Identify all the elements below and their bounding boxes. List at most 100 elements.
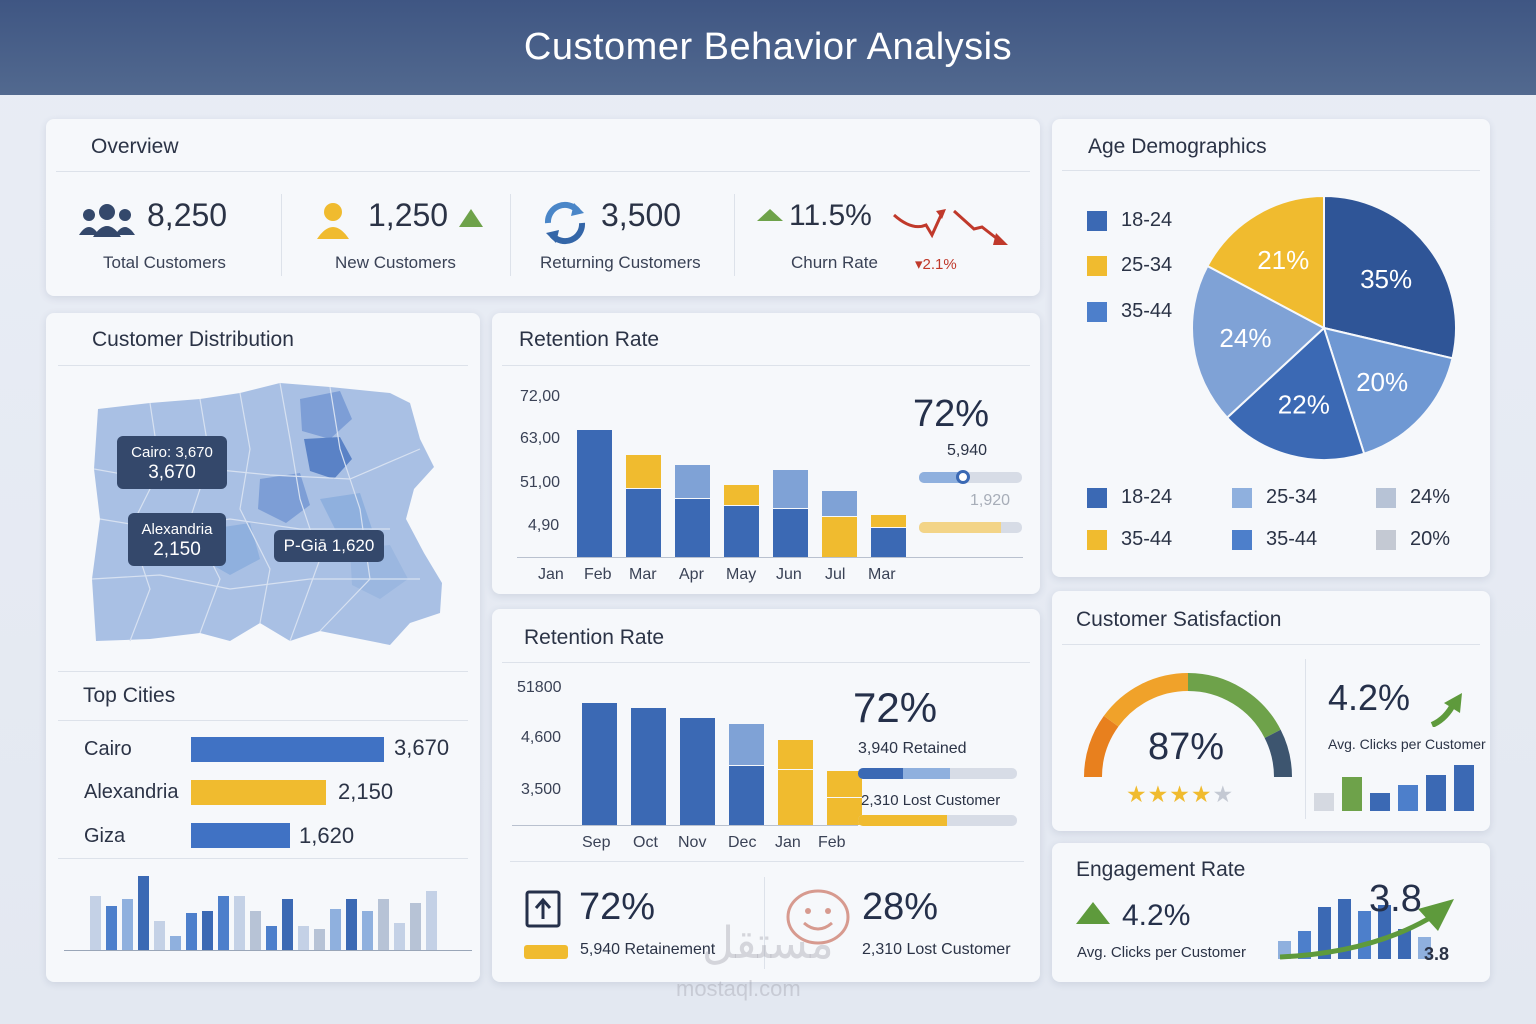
arrow-up-icon [1430,693,1462,727]
slider-handle[interactable] [956,470,970,484]
star-icon: ★ [1147,781,1170,807]
mini-bar [346,899,357,951]
new-customers-value: 1,250 [368,197,449,233]
chart-bar[interactable] [729,723,764,765]
chart-bar[interactable] [631,707,666,825]
engagement-label: Avg. Clicks per Customer [1077,944,1246,961]
overview-card: Overview 8,250 Total Customers 1,250 New… [46,119,1040,296]
chart-bar[interactable] [675,464,710,498]
mini-bar [170,936,181,951]
retention-rate-title: Retention Rate [524,626,665,649]
x-tick: Nov [678,834,707,851]
city-name: Cairo [84,738,132,760]
mini-bar [1298,931,1311,959]
trend-down-icon [893,209,1008,245]
x-tick: Mar [868,566,896,583]
chart-bar[interactable] [675,498,710,557]
retention-percent: 72% [853,684,938,731]
lost-value: 1,920 [970,492,1011,509]
chart-bar[interactable] [582,702,617,825]
mini-bar [426,891,437,951]
x-tick: Mar [629,566,657,583]
legend-item: 35-44 [1232,528,1317,551]
legend-item: 25-34 [1087,254,1172,277]
city-bar-cairo [191,737,384,762]
chart-bar[interactable] [626,454,661,488]
gauge-segment [1187,673,1281,739]
age-pie-chart: 35% 20% 22% 24% 21% [1191,194,1457,461]
chart-bar[interactable] [871,514,906,527]
mini-bar [1314,793,1334,811]
y-tick: 4,90 [528,517,560,534]
y-tick: 51800 [517,679,562,696]
mini-bar [1318,907,1331,959]
chart-bar[interactable] [827,770,862,797]
mini-bar [234,896,245,951]
pie-slice-label: 35% [1360,264,1412,294]
chart-bar[interactable] [827,797,862,825]
trend-up-icon [1076,902,1110,924]
chart-bar[interactable] [729,765,764,825]
x-tick: Dec [728,834,757,851]
pie-slice[interactable] [1322,326,1454,456]
clicks-label: Avg. Clicks per Customer [1328,736,1486,752]
x-tick: Sep [582,834,611,851]
y-tick: 51,00 [520,474,561,491]
mini-bar [138,876,149,951]
retained-label: 3,940 Retained [858,740,967,757]
map-tooltip-giza[interactable]: P-Giā 1,620 [274,530,384,562]
pie-slice[interactable] [1206,194,1325,330]
star-icon: ★ [1190,781,1213,807]
mini-bar [1342,777,1362,811]
city-name: Giza [84,825,126,847]
chart-bar[interactable] [680,717,715,825]
chart-bar[interactable] [626,488,661,557]
retention-percent: 72% [913,393,990,435]
watermark-logo: مستقل [702,919,834,968]
engagement-small-value: 3.8 [1424,944,1450,964]
rating-stars: ★★★★★ [1126,781,1234,808]
chart-bar[interactable] [773,508,808,557]
mini-bar [410,903,421,951]
legend-item: 20% [1376,528,1450,551]
mini-bar [1338,899,1351,959]
retained-progress [858,768,1017,779]
x-tick: Feb [818,834,846,851]
refresh-icon [544,201,586,245]
map-tooltip-alexandria[interactable]: Alexandria 2,150 [128,513,226,566]
pie-slice[interactable] [1225,326,1366,461]
x-tick: Feb [584,566,612,583]
pie-slice[interactable] [1323,194,1457,360]
dashboard-header: Customer Behavior Analysis [0,0,1536,95]
chart-bar[interactable] [577,429,612,557]
chart-bar[interactable] [778,769,813,825]
chart-bar[interactable] [773,469,808,508]
age-demographics-card: Age Demographics 18-24 25-34 35-44 35% 20… [1052,119,1490,577]
chart-bar[interactable] [822,516,857,557]
gauge-segment [1103,673,1189,727]
satisfaction-percent: 87% [1148,726,1225,768]
chart-bar[interactable] [871,527,906,557]
engagement-rate-title: Engagement Rate [1076,858,1246,881]
mini-bar [154,921,165,951]
chart-bar[interactable] [822,490,857,516]
x-tick: Jan [538,566,564,583]
legend-item: 35-44 [1087,528,1172,551]
mini-bar [298,926,309,951]
chart-bar[interactable] [778,739,813,769]
y-tick: 3,500 [521,781,562,798]
engagement-big-value: 3.8 [1369,878,1422,920]
city-value: 3,670 [394,735,450,760]
mini-bar [202,911,213,951]
churn-rate-value: 11.5% [789,199,872,232]
legend-item: 25-34 [1232,486,1317,509]
chart-bar[interactable] [724,505,759,557]
map-tooltip-cairo[interactable]: Cairo: 3,670 3,670 [117,436,227,489]
chart-bar[interactable] [724,484,759,505]
churn-rate-delta: ▾2.1% [915,256,957,273]
clicks-percent: 4.2% [1328,677,1411,718]
pie-slice[interactable] [1191,264,1326,420]
age-demographics-title: Age Demographics [1088,135,1267,158]
page-title: Customer Behavior Analysis [523,26,1013,68]
y-tick: 63,00 [520,430,561,447]
